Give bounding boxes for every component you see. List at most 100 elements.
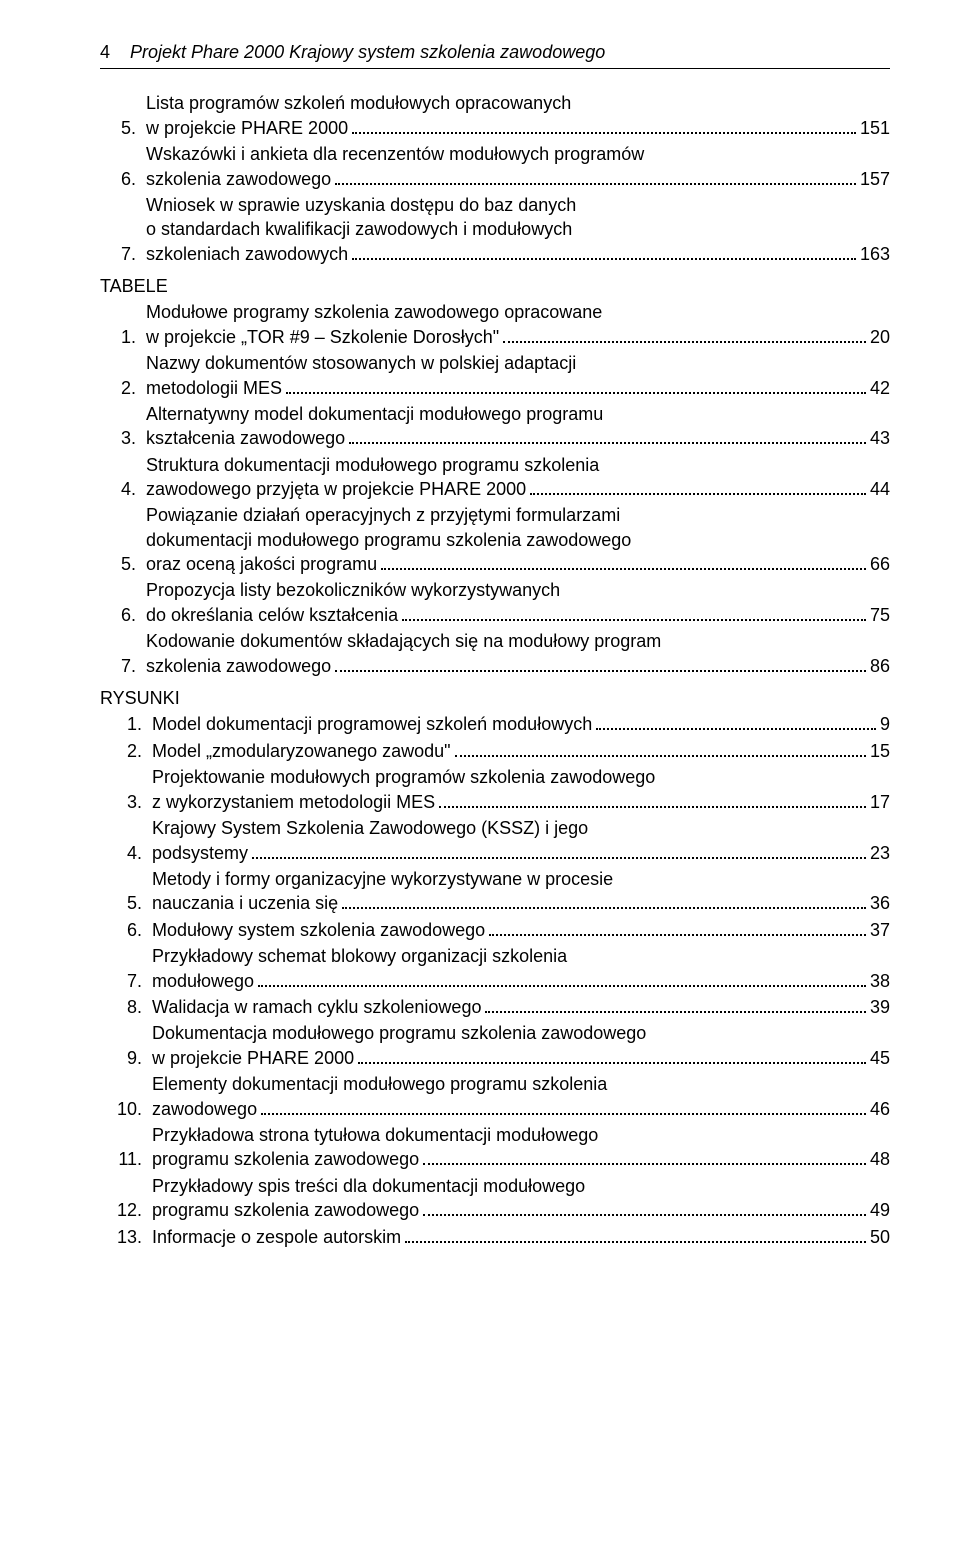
toc-item-page: 49 <box>870 1198 890 1222</box>
leader-dots <box>252 840 866 858</box>
toc-item-body: Alternatywny model dokumentacji modułowe… <box>146 402 890 451</box>
toc-item-text: do określania celów kształcenia <box>146 603 398 627</box>
toc-item-text: Model dokumentacji programowej szkoleń m… <box>152 712 592 736</box>
toc-item-text: Lista programów szkoleń modułowych oprac… <box>146 91 890 115</box>
toc-item: 10.Elementy dokumentacji modułowego prog… <box>100 1072 890 1121</box>
toc-item: 6.Modułowy system szkolenia zawodowego37 <box>100 918 890 942</box>
leader-dots <box>342 891 866 909</box>
toc-item-number: 1. <box>100 325 146 349</box>
toc-item-text: nauczania i uczenia się <box>152 891 338 915</box>
toc-item-body: Metody i formy organizacyjne wykorzystyw… <box>152 867 890 916</box>
toc-item-page: 15 <box>870 739 890 763</box>
toc-item-last-line: nauczania i uczenia się36 <box>152 891 890 915</box>
section-header: TABELE <box>100 274 890 298</box>
toc-item: 6.Wskazówki i ankieta dla recenzentów mo… <box>100 142 890 191</box>
toc-item-text: Powiązanie działań operacyjnych z przyję… <box>146 503 890 527</box>
toc-item: 13.Informacje o zespole autorskim50 <box>100 1224 890 1248</box>
toc-item: 8.Walidacja w ramach cyklu szkoleniowego… <box>100 995 890 1019</box>
toc-item-page: 50 <box>870 1225 890 1249</box>
toc-item-text: w projekcie „TOR #9 – Szkolenie Dorosłyc… <box>146 325 499 349</box>
toc-item-number: 3. <box>100 790 152 814</box>
leader-dots <box>423 1147 866 1165</box>
toc-item-text: Przykładowy spis treści dla dokumentacji… <box>152 1174 890 1198</box>
toc-item-text: modułowego <box>152 969 254 993</box>
toc-item-text: w projekcie PHARE 2000 <box>152 1046 354 1070</box>
toc-item: 7. Wniosek w sprawie uzyskania dostępu do… <box>100 193 890 266</box>
leader-dots <box>381 552 866 570</box>
toc-item: 4.Struktura dokumentacji modułowego prog… <box>100 453 890 502</box>
toc-item-number: 10. <box>100 1097 152 1121</box>
toc-item-last-line: Informacje o zespole autorskim50 <box>152 1224 890 1248</box>
toc-item-text: zawodowego <box>152 1097 257 1121</box>
toc-item: 3.Projektowanie modułowych programów szk… <box>100 765 890 814</box>
leader-dots <box>358 1046 866 1064</box>
toc-item-number: 3. <box>100 426 146 450</box>
toc-item-number: 11. <box>100 1147 152 1171</box>
toc-item-page: 45 <box>870 1046 890 1070</box>
toc-item-last-line: z wykorzystaniem metodologii MES17 <box>152 790 890 814</box>
toc-item-number: 4. <box>100 477 146 501</box>
toc-item-last-line: do określania celów kształcenia75 <box>146 603 890 627</box>
toc-item-number: 2. <box>100 376 146 400</box>
toc-item-number: 13. <box>100 1225 152 1249</box>
toc-item-last-line: w projekcie „TOR #9 – Szkolenie Dorosłyc… <box>146 325 890 349</box>
toc-item-last-line: podsystemy23 <box>152 840 890 864</box>
toc-item-page: 43 <box>870 426 890 450</box>
toc-item-text: Wniosek w sprawie uzyskania dostępu do b… <box>146 193 890 217</box>
toc-item-text: szkoleniach zawodowych <box>146 242 348 266</box>
leader-dots <box>405 1224 866 1242</box>
toc-item-page: 9 <box>880 712 890 736</box>
toc-item-number: 5. <box>100 116 146 140</box>
leader-dots <box>286 375 866 393</box>
toc-item-body: Przykładowy spis treści dla dokumentacji… <box>152 1174 890 1223</box>
toc-item-number: 6. <box>100 918 152 942</box>
toc-item: 7.Kodowanie dokumentów składających się … <box>100 629 890 678</box>
toc-item-text: Model „zmodularyzowanego zawodu" <box>152 739 451 763</box>
toc-item-text: Modułowy system szkolenia zawodowego <box>152 918 485 942</box>
toc-item-number: 1. <box>100 712 152 736</box>
leader-dots <box>439 790 866 808</box>
leader-dots <box>402 603 866 621</box>
toc-item-text: z wykorzystaniem metodologii MES <box>152 790 435 814</box>
toc-item: 11.Przykładowa strona tytułowa dokumenta… <box>100 1123 890 1172</box>
toc-item-body: Kodowanie dokumentów składających się na… <box>146 629 890 678</box>
toc-item-number: 6. <box>100 603 146 627</box>
toc-item-last-line: Walidacja w ramach cyklu szkoleniowego39 <box>152 995 890 1019</box>
toc-item-last-line: szkolenia zawodowego86 <box>146 654 890 678</box>
toc-item-text: Elementy dokumentacji modułowego program… <box>152 1072 890 1096</box>
toc-item-body: Dokumentacja modułowego programu szkolen… <box>152 1021 890 1070</box>
toc-container: 5.Lista programów szkoleń modułowych opr… <box>100 91 890 1249</box>
page-header: 4 Projekt Phare 2000 Krajowy system szko… <box>100 40 890 69</box>
toc-item-body: Krajowy System Szkolenia Zawodowego (KSS… <box>152 816 890 865</box>
toc-item-last-line: w projekcie PHARE 2000 45 <box>152 1046 890 1070</box>
toc-item-text: Alternatywny model dokumentacji modułowe… <box>146 402 890 426</box>
section-header: RYSUNKI <box>100 686 890 710</box>
toc-item-page: 38 <box>870 969 890 993</box>
toc-item-last-line: modułowego 38 <box>152 968 890 992</box>
toc-item-text: Wskazówki i ankieta dla recenzentów modu… <box>146 142 890 166</box>
toc-item-number: 7. <box>100 242 146 266</box>
toc-item-page: 20 <box>870 325 890 349</box>
toc-item-text: Krajowy System Szkolenia Zawodowego (KSS… <box>152 816 890 840</box>
toc-item-text: metodologii MES <box>146 376 282 400</box>
toc-item-page: 46 <box>870 1097 890 1121</box>
toc-item-text: Dokumentacja modułowego programu szkolen… <box>152 1021 890 1045</box>
toc-item-text: Przykładowy schemat blokowy organizacji … <box>152 944 890 968</box>
leader-dots <box>503 325 866 343</box>
page-number: 4 <box>100 40 130 64</box>
leader-dots <box>352 241 856 259</box>
toc-item-last-line: szkolenia zawodowego157 <box>146 166 890 190</box>
toc-item-text: szkolenia zawodowego <box>146 654 331 678</box>
toc-item-text: Modułowe programy szkolenia zawodowego o… <box>146 300 890 324</box>
toc-item-last-line: oraz oceną jakości programu66 <box>146 552 890 576</box>
toc-item-number: 12. <box>100 1198 152 1222</box>
toc-item: 12.Przykładowy spis treści dla dokumenta… <box>100 1174 890 1223</box>
toc-item-text: dokumentacji modułowego programu szkolen… <box>146 528 890 552</box>
toc-item-page: 151 <box>860 116 890 140</box>
leader-dots <box>335 166 856 184</box>
toc-item: 2.Nazwy dokumentów stosowanych w polskie… <box>100 351 890 400</box>
toc-item-body: Struktura dokumentacji modułowego progra… <box>146 453 890 502</box>
leader-dots <box>335 654 866 672</box>
toc-item-page: 157 <box>860 167 890 191</box>
toc-item-text: zawodowego przyjęta w projekcie PHARE 20… <box>146 477 526 501</box>
